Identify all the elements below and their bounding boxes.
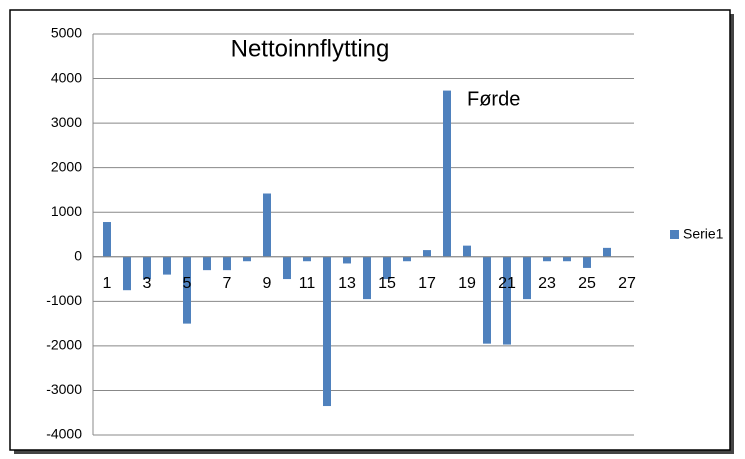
annotation: Førde: [467, 88, 520, 110]
bar: [163, 256, 171, 275]
y-tick-label: 4000: [51, 69, 82, 85]
x-tick-label: 5: [183, 275, 192, 292]
bar: [363, 256, 371, 300]
bar: [323, 256, 331, 407]
bar: [143, 256, 151, 280]
x-tick-label: 3: [143, 275, 152, 292]
bar: [263, 193, 271, 257]
bar: [343, 256, 351, 264]
y-tick-label: 0: [74, 247, 82, 263]
bar: [583, 256, 591, 268]
bar: [483, 256, 491, 344]
bar: [463, 245, 471, 257]
x-tick-label: 25: [578, 275, 596, 292]
bar: [223, 256, 231, 271]
legend-label: Serie1: [683, 226, 724, 242]
x-tick-label: 9: [263, 275, 272, 292]
x-tick-label: 11: [299, 275, 316, 292]
bar: [603, 247, 611, 257]
chart-title: Nettoinnflytting: [231, 35, 390, 62]
x-tick-label: 19: [458, 275, 476, 292]
y-tick-label: -4000: [46, 426, 82, 442]
x-tick-label: 17: [418, 275, 436, 292]
bar: [403, 256, 411, 262]
x-tick-label: 23: [538, 275, 556, 292]
y-tick-label: 5000: [51, 25, 82, 41]
y-tick-label: 3000: [51, 114, 82, 130]
legend-swatch: [670, 230, 679, 239]
bar: [503, 256, 511, 345]
x-tick-label: 21: [498, 275, 516, 292]
x-tick-label: 15: [378, 275, 396, 292]
y-tick-label: -3000: [46, 381, 82, 397]
x-tick-label: 1: [103, 275, 112, 292]
bar: [203, 256, 211, 271]
bar: [563, 256, 571, 262]
bar: [123, 256, 131, 291]
x-tick-label: 27: [618, 275, 636, 292]
frame: [9, 9, 731, 451]
bar: [543, 256, 551, 262]
bar: [243, 256, 251, 262]
bar: [183, 256, 191, 324]
bar: [303, 256, 311, 262]
x-tick-label: 13: [338, 275, 356, 292]
bar: [283, 256, 291, 280]
y-tick-label: 2000: [51, 158, 82, 174]
bar: [103, 222, 111, 257]
y-tick-label: -1000: [46, 292, 82, 308]
x-tick-label: 7: [223, 275, 232, 292]
y-tick-label: -2000: [46, 337, 82, 353]
bar: [443, 90, 451, 257]
bar: [523, 256, 531, 300]
bar: [423, 250, 431, 257]
y-tick-label: 1000: [51, 203, 82, 219]
bar: [383, 256, 391, 280]
